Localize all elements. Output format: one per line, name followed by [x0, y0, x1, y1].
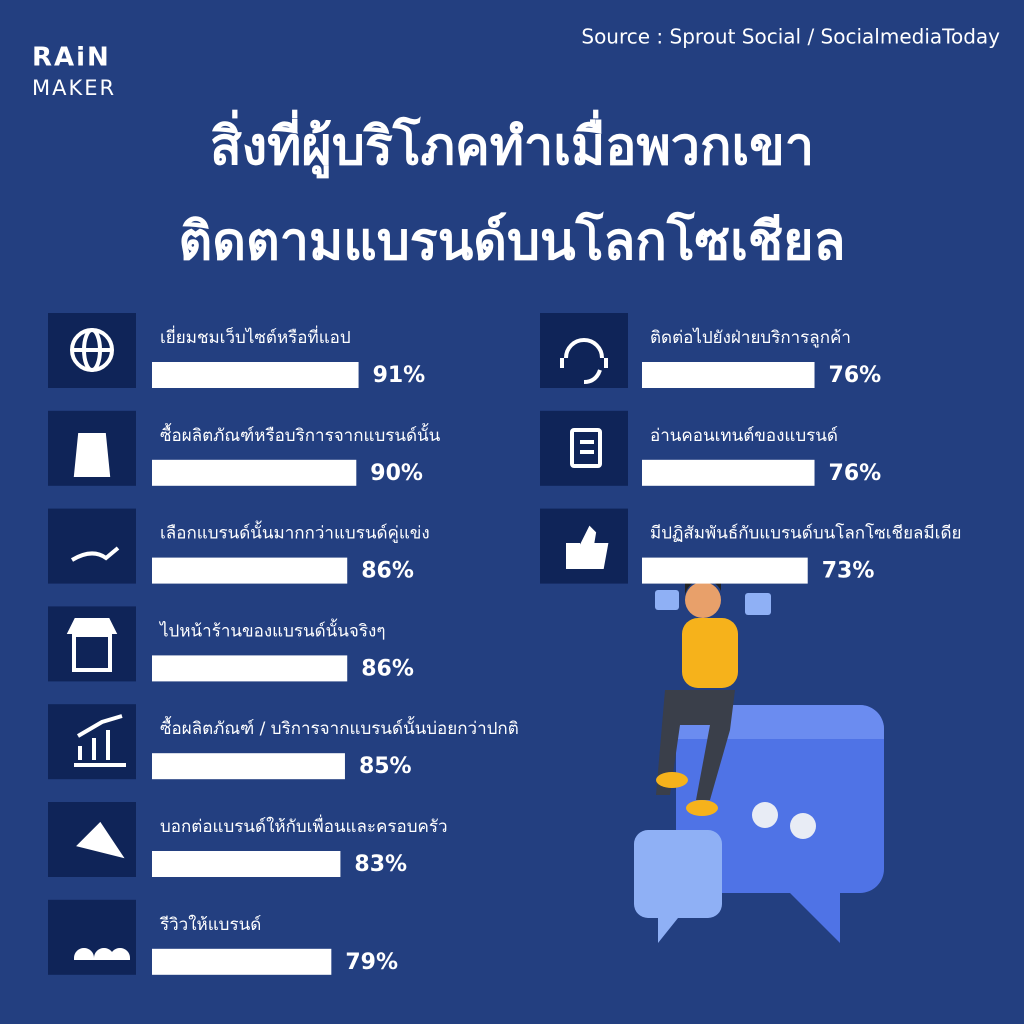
bar: [152, 459, 357, 486]
category-label: ติดต่อไปยังฝ่ายบริการลูกค้า: [650, 327, 851, 348]
source: Source : Sprout Social / SocialmediaToda…: [581, 25, 1000, 49]
icon-box: [48, 899, 136, 975]
illustration: [634, 579, 884, 943]
value-label: 76%: [829, 461, 882, 486]
bar: [642, 362, 815, 388]
value-label: 79%: [345, 950, 398, 975]
category-label: เลือกแบรนด์นั้นมากกว่าแบรนด์คู่แข่ง: [160, 521, 430, 544]
category-label: บอกต่อแบรนด์ให้กับเพื่อนและครอบครัว: [160, 814, 448, 837]
category-label: เยี่ยมชมเว็บไซต์หรือที่แอป: [160, 325, 351, 348]
icon-box: [540, 313, 628, 388]
value-label: 83%: [354, 852, 407, 877]
bar: [152, 753, 345, 780]
bar: [152, 557, 348, 584]
category-label: ซื้อผลิตภัณฑ์หรือบริการจากแบรนด์นั้น: [160, 423, 441, 446]
category-label: รีวิวให้แบรนด์: [159, 914, 261, 935]
icons: [66, 328, 609, 960]
bar: [152, 851, 341, 877]
chart-title: สิ่งที่ผู้บริโภคทำเมื่อพวกเขา: [210, 110, 814, 179]
brand-logo: MAKER: [32, 76, 116, 100]
value-label: 86%: [361, 656, 414, 681]
value-label: 91%: [373, 363, 426, 388]
value-label: 73%: [822, 559, 875, 584]
bar: [642, 557, 808, 584]
brand-logo: RAiN: [32, 43, 111, 73]
category-label: มีปฏิสัมพันธ์กับแบรนด์บนโลกโซเชียลมีเดีย: [650, 523, 962, 544]
bar: [152, 362, 359, 388]
category-label: ไปหน้าร้านของแบรนด์นั้นจริงๆ: [158, 618, 385, 641]
value-label: 90%: [370, 461, 423, 486]
bar: [642, 459, 815, 486]
bar: [152, 948, 332, 975]
value-label: 86%: [361, 559, 414, 584]
value-label: 85%: [359, 754, 412, 779]
icon-box: [540, 410, 628, 486]
icon-box: [48, 508, 136, 584]
category-label: ซื้อผลิตภัณฑ์ / บริการจากแบรนด์นั้นบ่อยก…: [160, 716, 519, 739]
chart-title: ติดตามแบรนด์บนโลกโซเชียล: [178, 210, 845, 272]
value-label: 76%: [829, 363, 882, 388]
bar: [152, 655, 348, 682]
category-label: อ่านคอนเทนต์ของแบรนด์: [650, 426, 838, 446]
